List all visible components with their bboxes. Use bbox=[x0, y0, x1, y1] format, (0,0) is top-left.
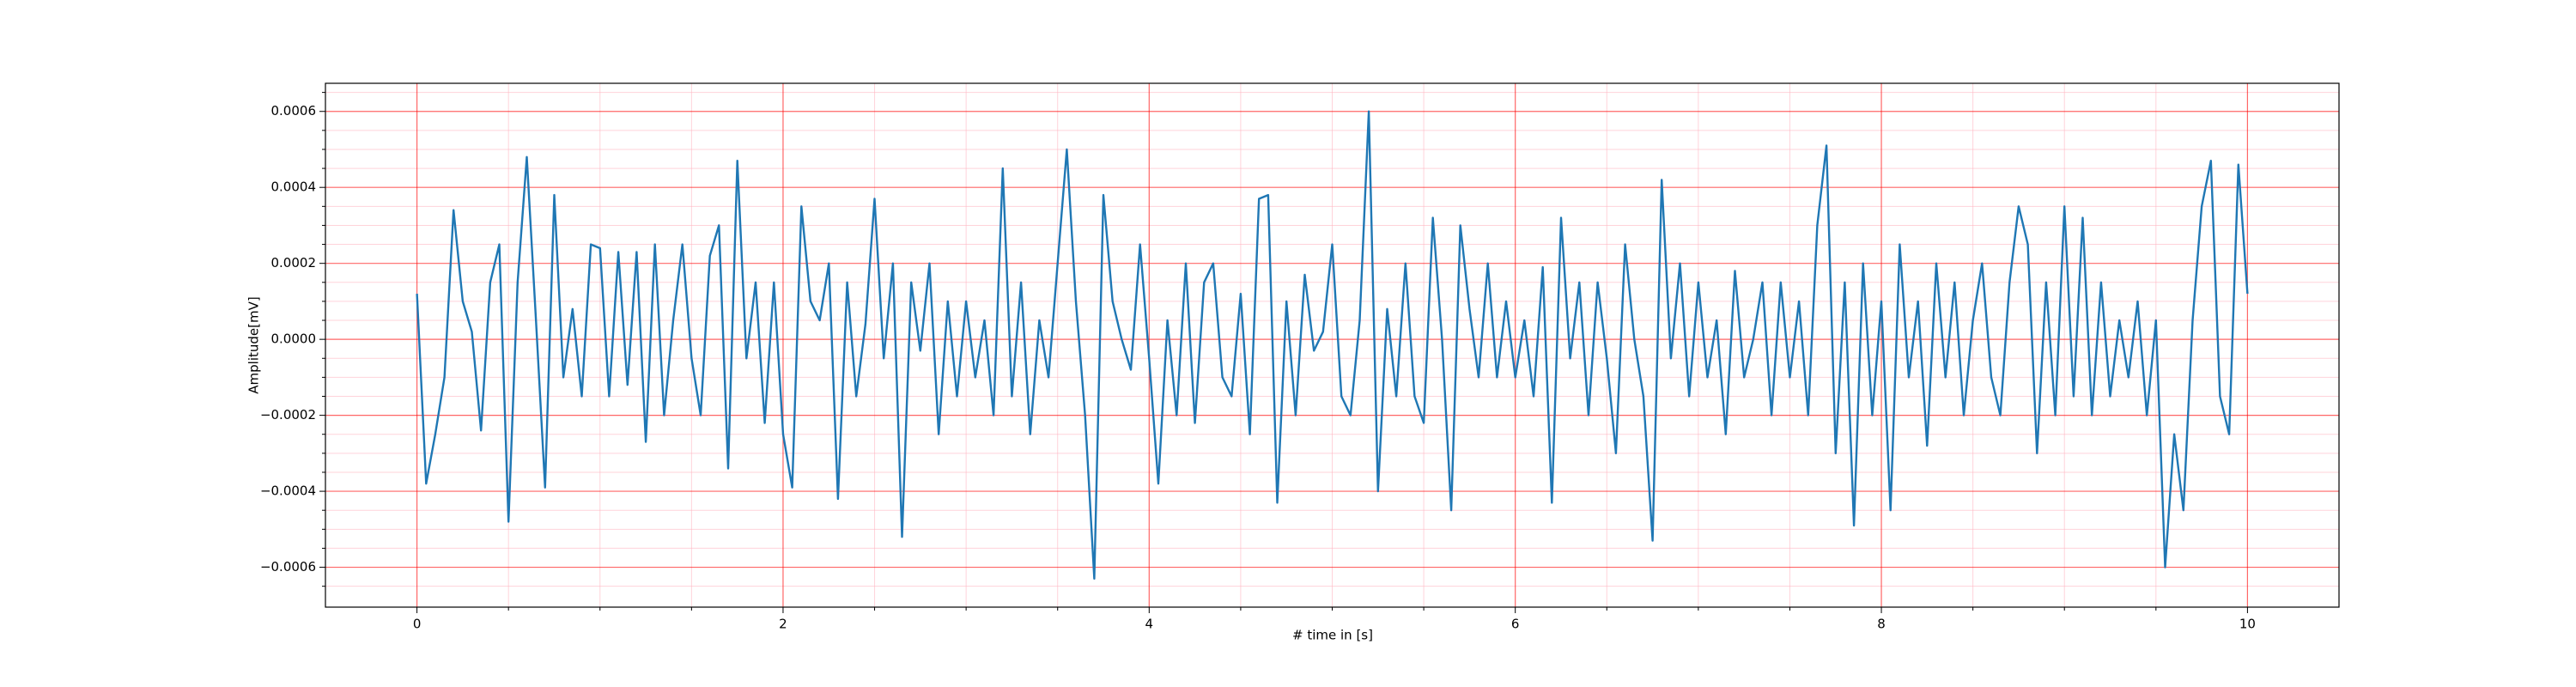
x-tick-label: 0 bbox=[413, 617, 422, 632]
y-tick-label: −0.0006 bbox=[260, 559, 316, 575]
x-tick-label: 10 bbox=[2239, 617, 2256, 632]
x-axis-label: # time in [s] bbox=[1292, 628, 1373, 643]
x-tick-label: 4 bbox=[1145, 617, 1154, 632]
y-tick-label: −0.0002 bbox=[260, 407, 316, 423]
y-tick-label: −0.0004 bbox=[260, 483, 316, 499]
x-tick-label: 6 bbox=[1511, 617, 1520, 632]
x-tick-label: 8 bbox=[1877, 617, 1886, 632]
y-tick-label: 0.0006 bbox=[271, 103, 317, 119]
y-tick-label: 0.0004 bbox=[271, 179, 317, 195]
plot-frame bbox=[325, 82, 2340, 608]
x-tick-label: 2 bbox=[779, 617, 787, 632]
y-axis-label: Amplitude[mV] bbox=[246, 296, 262, 393]
signal-line bbox=[416, 110, 2249, 580]
y-tick-label: 0.0000 bbox=[271, 331, 317, 347]
y-tick-label: 0.0002 bbox=[271, 255, 317, 271]
